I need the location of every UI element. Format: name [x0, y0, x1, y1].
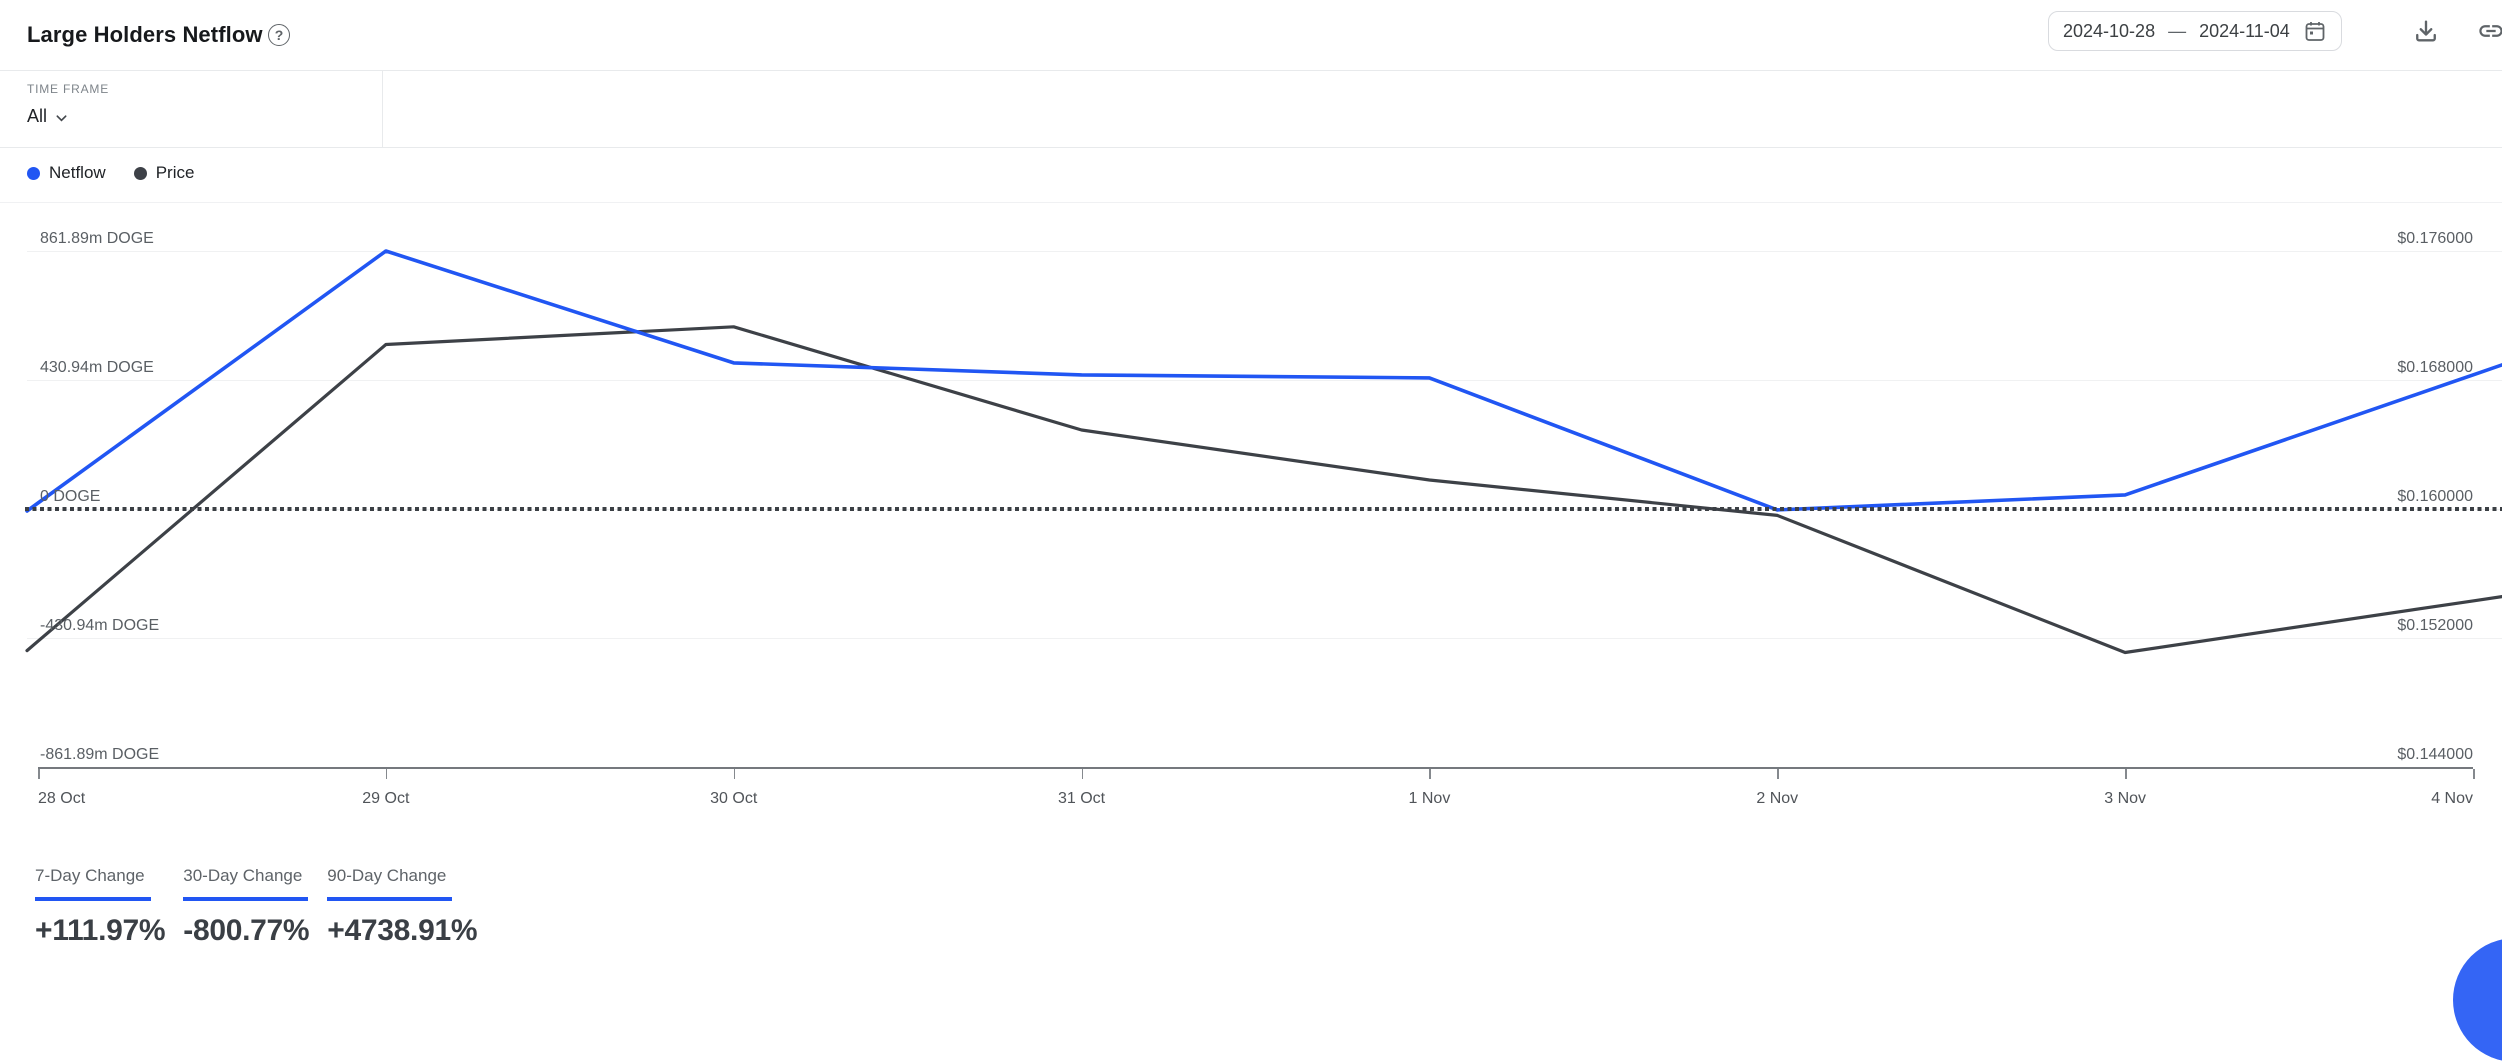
stat-tab-7-day[interactable]: 7-Day Change	[35, 866, 151, 901]
help-icon[interactable]: ?	[268, 24, 290, 46]
chart-plot-hover-area[interactable]	[27, 203, 2502, 768]
x-axis-label: 31 Oct	[1057, 790, 1106, 807]
filter-bar-bottom-border	[0, 147, 2502, 148]
date-start: 2024-10-28	[2063, 20, 2156, 41]
stat-value-30-day: -800.77%	[183, 914, 310, 947]
y-axis-label-left: 861.89m DOGE	[40, 230, 154, 247]
time-frame-value: All	[27, 106, 48, 126]
page-title: Large Holders Netflow	[27, 22, 263, 47]
stat-value-90-day: +4738.91%	[327, 914, 478, 947]
legend-item-price[interactable]: Price	[133, 163, 195, 183]
x-axis-label: 2 Nov	[1756, 790, 1799, 807]
download-icon[interactable]	[2412, 17, 2440, 45]
x-axis-tick	[38, 769, 40, 779]
x-axis-label: 4 Nov	[2431, 790, 2473, 807]
chat-fab-button[interactable]	[2453, 938, 2502, 1062]
x-axis-tick	[385, 769, 388, 779]
netflow-dot-icon	[27, 166, 40, 180]
y-axis-label-right: $0.144000	[2397, 746, 2473, 763]
legend-label-netflow: Netflow	[49, 163, 106, 182]
stat-value-7-day: +111.97%	[35, 914, 166, 947]
x-axis-tick	[2125, 769, 2127, 779]
legend-label-price: Price	[155, 163, 195, 182]
date-end: 2024-11-04	[2199, 20, 2290, 41]
x-axis-tick	[1777, 769, 1779, 779]
legend-item-netflow[interactable]: Netflow	[27, 163, 106, 183]
x-axis-tick	[2473, 769, 2475, 779]
y-axis-label-right: $0.176000	[2397, 230, 2473, 247]
change-stats: 7-Day Change +111.97% 30-Day Change -800…	[35, 866, 478, 948]
stat-90-day: 90-Day Change +4738.91%	[327, 866, 478, 948]
calendar-icon	[2303, 19, 2327, 43]
x-axis-label: 28 Oct	[38, 790, 86, 807]
chart-legend: Netflow Price	[27, 163, 194, 183]
time-frame-label: TIME FRAME	[27, 82, 109, 96]
x-axis-tick	[1081, 769, 1084, 779]
stat-tab-30-day[interactable]: 30-Day Change	[183, 866, 309, 901]
help-glyph: ?	[274, 27, 284, 43]
stat-7-day: 7-Day Change +111.97%	[35, 866, 166, 948]
x-axis-label: 3 Nov	[2104, 790, 2147, 807]
filter-divider	[382, 71, 383, 147]
chart-top-border	[0, 202, 2502, 203]
x-axis-line	[38, 767, 2473, 769]
chevron-down-icon	[55, 109, 68, 125]
price-dot-icon	[133, 166, 147, 180]
filter-bar-top-border	[0, 70, 2502, 71]
date-range-picker[interactable]: 2024-10-28 — 2024-11-04	[2048, 11, 2342, 51]
stat-30-day: 30-Day Change -800.77%	[183, 866, 310, 948]
x-axis-label: 1 Nov	[1408, 790, 1451, 807]
x-axis-tick	[1429, 769, 1431, 779]
date-separator: —	[2168, 20, 2187, 41]
x-axis-label: 29 Oct	[362, 790, 410, 807]
time-frame-dropdown[interactable]: All	[27, 106, 68, 127]
link-icon[interactable]	[2477, 17, 2502, 45]
stat-tab-90-day[interactable]: 90-Day Change	[327, 866, 453, 901]
x-axis-tick	[733, 769, 736, 779]
y-axis-label-left: -861.89m DOGE	[40, 746, 160, 763]
x-axis-label: 30 Oct	[710, 790, 758, 807]
